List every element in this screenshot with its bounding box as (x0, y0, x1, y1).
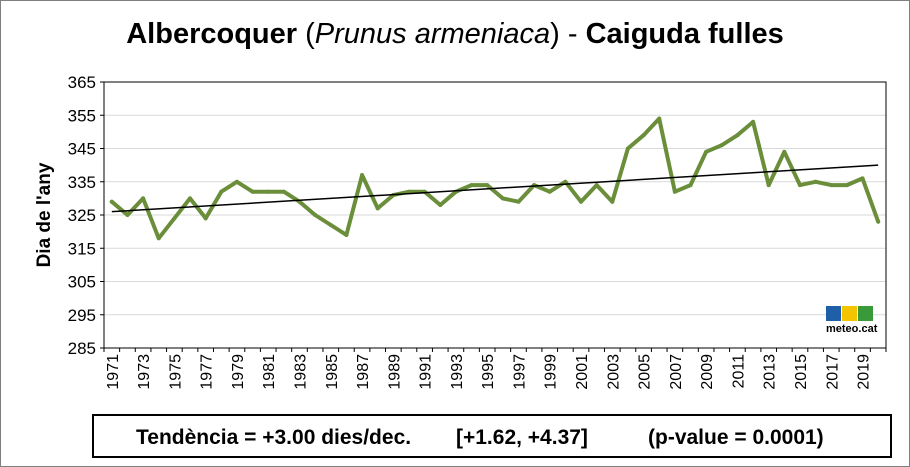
y-tick-label: 365 (68, 73, 96, 92)
x-tick-label: 1989 (386, 354, 403, 390)
data-point (579, 199, 584, 204)
y-tick-label: 355 (68, 106, 96, 125)
x-tick-label: 2009 (699, 354, 716, 390)
x-tick-label: 2005 (637, 354, 654, 390)
x-tick-label: 2013 (762, 354, 779, 390)
data-point (344, 232, 349, 237)
data-point (688, 183, 693, 188)
x-tick-label: 1987 (355, 354, 372, 390)
data-point (829, 183, 834, 188)
x-tick-label: 1979 (230, 354, 247, 390)
data-point (766, 183, 771, 188)
logo-text: meteo.cat (826, 323, 878, 335)
x-tick-label: 2001 (574, 354, 591, 390)
data-point (234, 179, 239, 184)
logo-blue-icon (826, 306, 841, 321)
x-tick-label: 1981 (261, 354, 278, 390)
x-tick-label: 1995 (480, 354, 497, 390)
data-point (813, 179, 818, 184)
data-point (203, 216, 208, 221)
x-tick-label: 1997 (511, 354, 528, 390)
meteocat-logo: meteo.cat (826, 306, 878, 338)
title-phenophase: Caiguda fulles (585, 18, 784, 50)
y-tick-label: 345 (68, 140, 96, 159)
y-tick-label: 335 (68, 173, 96, 192)
trend-box: Tendència = +3.00 dies/dec. [+1.62, +4.3… (92, 414, 892, 458)
x-tick-label: 1991 (418, 354, 435, 390)
trend-value: Tendència = +3.00 dies/dec. (136, 426, 412, 449)
y-axis-label: Dia de l'any (34, 162, 55, 267)
title-species: Albercoquer (126, 18, 298, 50)
data-point (704, 149, 709, 154)
data-point (125, 213, 130, 217)
data-point (250, 189, 255, 194)
x-tick-label: 2015 (793, 354, 810, 390)
data-point (844, 183, 849, 188)
x-tick-label: 1985 (324, 354, 341, 390)
data-point (141, 196, 146, 201)
y-tick-label: 315 (68, 239, 96, 258)
x-tick-label: 2017 (824, 354, 841, 390)
trend-p-value: (p-value = 0.0001) (648, 426, 824, 449)
x-tick-label: 2011 (730, 354, 747, 389)
data-point (328, 222, 333, 227)
data-point (719, 143, 724, 148)
trend-line (111, 164, 879, 213)
data-point (751, 119, 756, 124)
data-point (109, 199, 114, 204)
data-point (782, 149, 787, 154)
x-tick-label: 1971 (105, 354, 122, 390)
x-tick-label: 1993 (449, 354, 466, 390)
data-point (672, 189, 677, 194)
logo-sun-icon (842, 306, 857, 321)
title-separator: ) - (550, 18, 586, 50)
x-tick-label: 1973 (136, 354, 153, 390)
data-point (516, 199, 521, 204)
trend-confidence-interval: [+1.62, +4.37] (456, 426, 588, 449)
data-point (219, 189, 224, 194)
y-tick-label: 325 (68, 206, 96, 225)
data-point (469, 183, 474, 188)
series-line (109, 116, 881, 241)
data-point (594, 183, 599, 188)
logo-green-icon (858, 306, 873, 321)
data-point (172, 216, 177, 221)
y-tick-label: 295 (68, 306, 96, 325)
data-point (735, 133, 740, 138)
x-tick-label: 2003 (605, 354, 622, 390)
data-point (860, 176, 865, 181)
data-point (657, 116, 662, 121)
data-point (406, 189, 411, 194)
data-point (547, 189, 552, 194)
x-tick-label: 1983 (293, 354, 310, 390)
data-point (625, 146, 630, 151)
chart-title: Albercoquer (Prunus armeniaca) - Caiguda… (0, 18, 910, 51)
x-tick-label: 2007 (668, 354, 685, 390)
data-point (610, 199, 615, 204)
data-point (188, 196, 193, 201)
data-point (797, 183, 802, 188)
data-point (266, 189, 271, 194)
data-point (375, 206, 380, 211)
data-point (563, 179, 568, 184)
x-tick-label: 1999 (543, 354, 560, 390)
data-point (281, 189, 286, 194)
data-point (313, 213, 318, 217)
x-tick-label: 2019 (856, 354, 873, 390)
title-paren-open: ( (297, 18, 315, 50)
title-latin-name: Prunus armeniaca (314, 18, 551, 50)
data-point (641, 133, 646, 138)
y-tick-label: 285 (68, 339, 96, 358)
data-point (156, 236, 161, 241)
data-point (438, 203, 443, 208)
data-point (485, 183, 490, 188)
data-point (876, 219, 881, 224)
data-point (500, 196, 505, 201)
x-tick-label: 1977 (199, 354, 216, 390)
y-tick-label: 305 (68, 273, 96, 292)
x-tick-label: 1975 (167, 354, 184, 390)
data-point (360, 173, 365, 178)
